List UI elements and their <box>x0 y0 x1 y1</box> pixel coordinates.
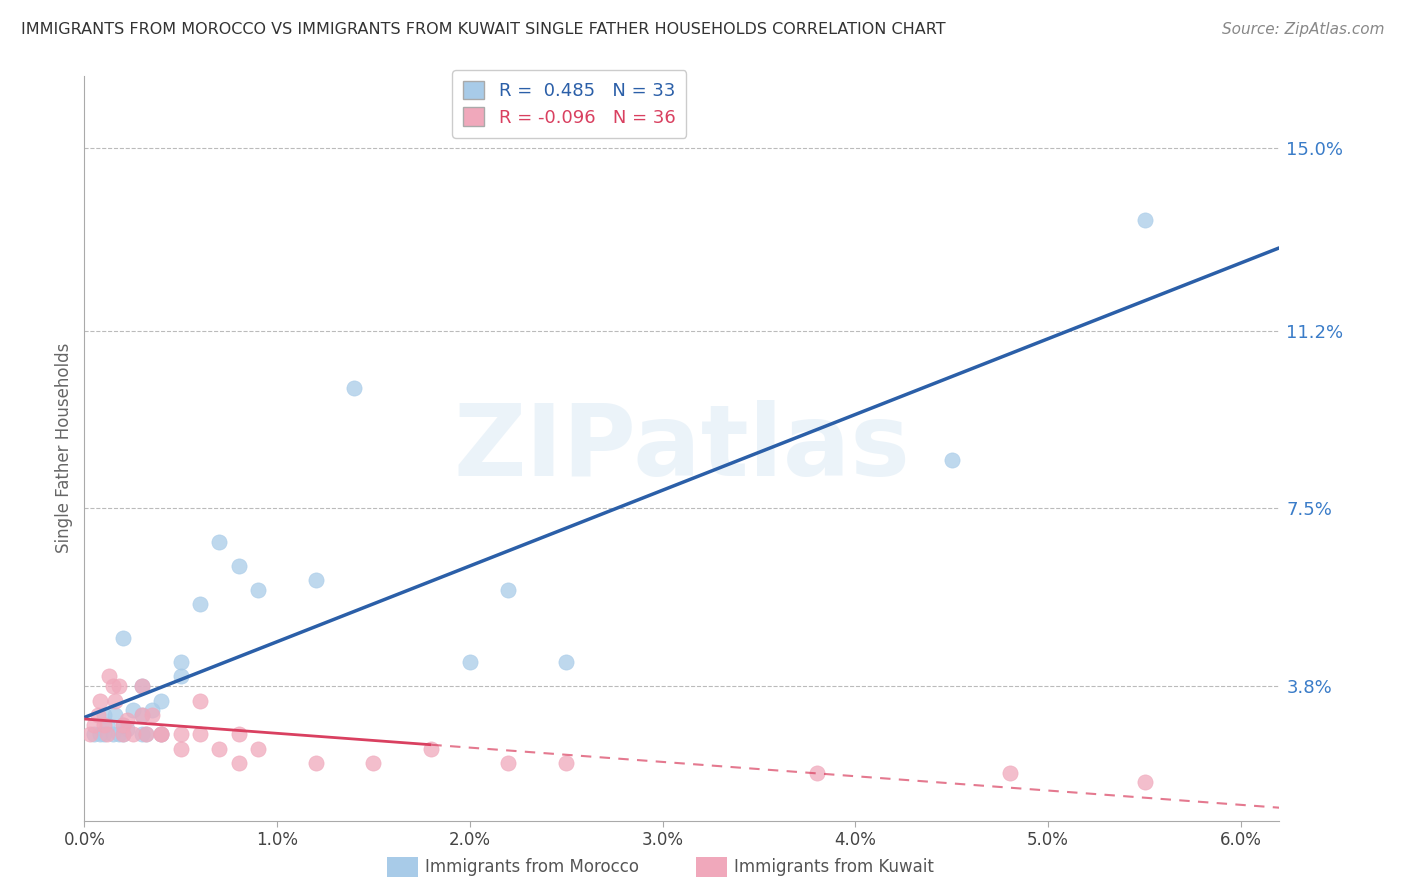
Point <box>115 713 138 727</box>
Y-axis label: Single Father Households: Single Father Households <box>55 343 73 553</box>
Point <box>131 679 153 693</box>
Point <box>150 727 173 741</box>
Point <box>121 703 143 717</box>
Point <box>104 693 127 707</box>
Legend: R =  0.485   N = 33, R = -0.096   N = 36: R = 0.485 N = 33, R = -0.096 N = 36 <box>451 70 686 137</box>
Point <box>135 727 157 741</box>
Point <box>96 727 118 741</box>
Point <box>115 723 138 737</box>
Text: Source: ZipAtlas.com: Source: ZipAtlas.com <box>1222 22 1385 37</box>
Point <box>131 707 153 722</box>
Point <box>89 727 111 741</box>
Point <box>135 727 157 741</box>
Point <box>998 765 1021 780</box>
Point <box>131 679 153 693</box>
Point <box>170 741 193 756</box>
Text: IMMIGRANTS FROM MOROCCO VS IMMIGRANTS FROM KUWAIT SINGLE FATHER HOUSEHOLDS CORRE: IMMIGRANTS FROM MOROCCO VS IMMIGRANTS FR… <box>21 22 946 37</box>
Point <box>111 717 134 731</box>
Point <box>96 717 118 731</box>
Point <box>228 727 250 741</box>
Point <box>141 703 163 717</box>
Point <box>208 741 231 756</box>
Point <box>93 707 115 722</box>
Point <box>363 756 385 770</box>
Point <box>188 727 211 741</box>
Point <box>104 707 127 722</box>
Point <box>111 717 134 731</box>
Point <box>246 582 269 597</box>
Point <box>170 655 193 669</box>
Point <box>150 693 173 707</box>
Point <box>150 727 173 741</box>
Point <box>89 693 111 707</box>
Point <box>108 727 131 741</box>
Point <box>111 727 134 741</box>
Point <box>246 741 269 756</box>
Point <box>98 669 121 683</box>
Point <box>420 741 443 756</box>
Text: ZIPatlas: ZIPatlas <box>454 400 910 497</box>
Point <box>150 727 173 741</box>
Point <box>188 598 211 612</box>
Point <box>498 756 520 770</box>
Point <box>1133 213 1156 227</box>
Point <box>555 756 578 770</box>
Point <box>87 707 110 722</box>
Point <box>111 631 134 645</box>
Point <box>208 535 231 549</box>
Point <box>305 574 328 588</box>
Point <box>131 707 153 722</box>
Point <box>141 707 163 722</box>
Point <box>83 727 105 741</box>
Point <box>103 727 125 741</box>
Point <box>108 679 131 693</box>
Point <box>188 693 211 707</box>
Point <box>343 381 366 395</box>
Text: Immigrants from Kuwait: Immigrants from Kuwait <box>734 858 934 876</box>
Point <box>305 756 328 770</box>
Point <box>498 582 520 597</box>
Point <box>111 727 134 741</box>
Point <box>170 669 193 683</box>
Point <box>93 727 115 741</box>
Point <box>1133 775 1156 789</box>
Point <box>93 717 115 731</box>
Point <box>121 727 143 741</box>
Point <box>458 655 481 669</box>
Point <box>806 765 828 780</box>
Point <box>170 727 193 741</box>
Point <box>103 679 125 693</box>
Point <box>83 717 105 731</box>
Point <box>228 756 250 770</box>
Text: Immigrants from Morocco: Immigrants from Morocco <box>425 858 638 876</box>
Point <box>79 727 101 741</box>
Point <box>941 453 963 467</box>
Point <box>228 558 250 573</box>
Point <box>555 655 578 669</box>
Point <box>131 727 153 741</box>
